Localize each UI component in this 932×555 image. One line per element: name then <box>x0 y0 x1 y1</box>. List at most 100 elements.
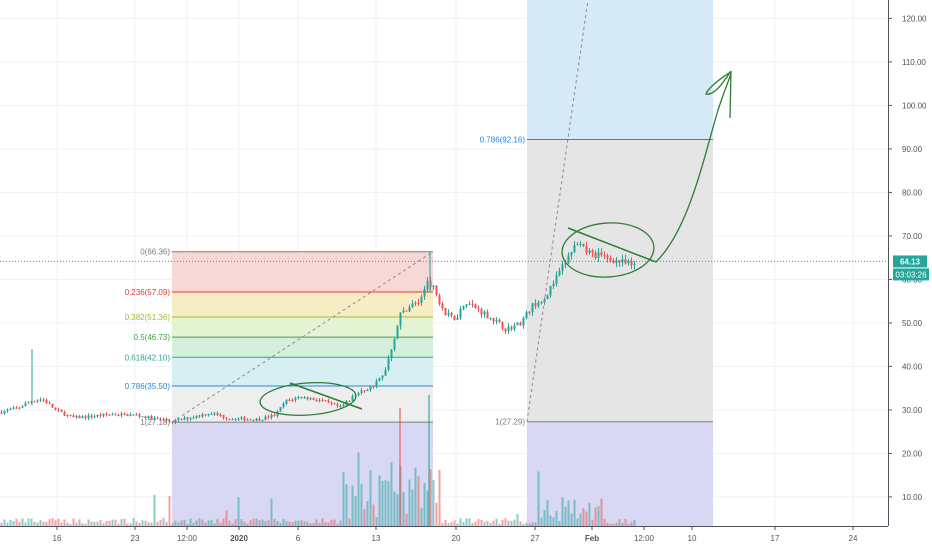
volume-bar <box>36 522 39 526</box>
candle-body <box>363 390 366 392</box>
time-tick-label: 6 <box>296 534 301 543</box>
volume-bar <box>603 518 606 526</box>
candle-body <box>150 415 153 420</box>
volume-bar <box>171 523 174 526</box>
drawings[interactable] <box>171 0 732 423</box>
candle-body <box>606 255 609 258</box>
volume-bar <box>105 521 108 526</box>
fib-level-label: 1(27.18) <box>140 418 170 427</box>
volume-bar <box>156 521 159 526</box>
fib-trend-line[interactable] <box>526 0 589 422</box>
volume-bar <box>90 521 93 526</box>
candle-body <box>234 419 237 421</box>
trend-line[interactable] <box>567 227 657 263</box>
fib-zone-band <box>172 385 433 423</box>
volume-bar <box>597 506 600 526</box>
candle-body <box>33 401 36 403</box>
volume-bar <box>45 522 48 526</box>
volume-bar <box>507 520 510 526</box>
candle-body <box>294 397 297 401</box>
price-tick-label: 10.00 <box>902 493 923 502</box>
price-tick-label: 120.00 <box>902 14 927 23</box>
candle-body <box>591 250 594 253</box>
candle-body <box>285 399 288 404</box>
candle-body <box>315 399 318 401</box>
candle-body <box>45 399 48 404</box>
candle-body <box>375 380 378 387</box>
time-axis-panel[interactable] <box>0 526 888 550</box>
candle-body <box>192 417 195 419</box>
candle-body <box>90 415 93 418</box>
volume-bar <box>429 469 432 526</box>
fib-level-label: 0.786(92.16) <box>480 136 526 145</box>
volume-bar <box>291 522 294 526</box>
candle-body <box>336 403 339 407</box>
candle-body <box>390 349 393 359</box>
volume-bar <box>459 518 462 526</box>
candle-body <box>579 243 582 245</box>
volume-bar <box>396 494 399 526</box>
candle-body <box>417 302 420 304</box>
candle-body <box>270 415 273 418</box>
candle-body <box>84 416 87 418</box>
volume-bar <box>345 484 348 526</box>
volume-bar <box>111 519 114 526</box>
candle-body <box>342 404 345 407</box>
volume-bar <box>135 521 138 526</box>
candle-body <box>339 406 342 408</box>
candle-body <box>132 414 135 416</box>
candle-body <box>546 295 549 300</box>
fib-zone-band <box>172 251 433 293</box>
volume-bar <box>204 522 207 526</box>
volume-bar <box>324 522 327 526</box>
candle-body <box>495 319 498 322</box>
candles <box>0 240 636 425</box>
volume-bar <box>540 517 543 526</box>
fib-trend-line[interactable] <box>171 251 434 423</box>
volume-bar <box>285 521 288 526</box>
volume-bar <box>405 513 408 526</box>
candle-body <box>480 309 483 315</box>
candle-body <box>462 306 465 309</box>
candle-body <box>468 303 471 305</box>
volume-bar <box>477 518 480 526</box>
candle-body <box>312 398 315 400</box>
candle-body <box>474 304 477 309</box>
pattern-circle[interactable] <box>259 380 357 419</box>
volume-bar <box>339 520 342 526</box>
volume-bar <box>225 510 228 526</box>
candle-body <box>3 411 6 414</box>
volume-bar <box>351 485 354 526</box>
volume-bar <box>288 521 291 526</box>
candle-body <box>108 414 111 416</box>
volume-bar <box>606 523 609 526</box>
candle-body <box>420 296 423 303</box>
candle-body <box>210 414 213 416</box>
volume-bar <box>138 523 141 526</box>
candle-body <box>621 259 624 263</box>
projection-path[interactable] <box>655 73 732 263</box>
trend-line[interactable] <box>289 382 363 410</box>
candle-body <box>327 400 330 402</box>
candle-body <box>426 280 429 290</box>
volume-bar <box>618 518 621 526</box>
pattern-circle[interactable] <box>560 220 656 280</box>
candle-body <box>399 312 402 326</box>
candle-body <box>330 401 333 404</box>
volume-bar <box>453 520 456 526</box>
candle-body <box>291 399 294 401</box>
projection-arrow[interactable] <box>705 70 732 119</box>
candle-body <box>120 413 123 416</box>
candle-body <box>630 260 633 265</box>
volume-bar <box>126 523 129 526</box>
volume-bar <box>333 519 336 526</box>
candle-body <box>519 322 522 326</box>
volume-bar <box>33 521 36 526</box>
fib-zone-band <box>527 421 713 526</box>
volume-bar <box>585 511 588 526</box>
volume-bar <box>75 522 78 526</box>
candle-body <box>162 419 165 421</box>
